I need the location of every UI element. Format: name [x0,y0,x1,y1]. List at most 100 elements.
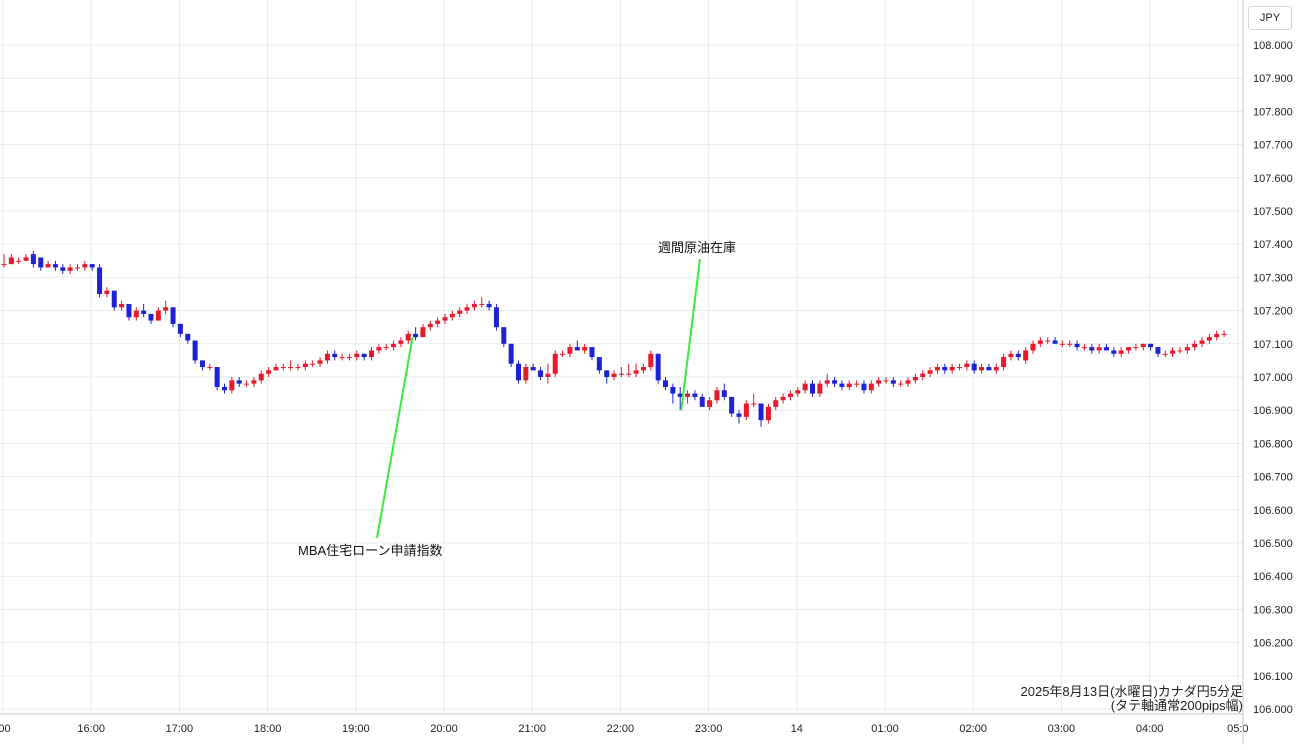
candle [148,313,154,324]
candle [479,297,485,308]
candle [567,343,573,358]
candle-body [97,267,103,294]
candle-body [516,363,521,381]
candle-body [795,390,801,394]
x-tick-label: 18:00 [254,723,282,735]
candle [971,360,977,374]
candle [839,380,845,391]
candle-body [376,347,382,351]
candle [141,303,147,318]
candle [442,313,448,324]
candle [185,333,191,344]
candles [1,250,1227,427]
candle [758,403,764,427]
candle [810,380,815,397]
candle-body [560,353,566,355]
candle [596,357,602,374]
x-tick-label: 03:00 [1048,723,1076,735]
candle-body [810,383,815,394]
candle-body [75,267,80,269]
candle-body [133,310,139,318]
candle [1081,343,1087,351]
candle [133,307,139,321]
candle [846,380,852,391]
candle [979,363,985,374]
candle-body [16,260,22,262]
candle-body [758,403,764,421]
candle [332,350,338,361]
candle-body [60,267,66,271]
candle-body [295,367,301,369]
candle [530,363,536,371]
candle-body [648,353,654,368]
candle-body [163,307,169,311]
candle-body [663,380,668,387]
candle [545,363,551,384]
currency-selector[interactable]: JPY [1248,6,1292,30]
candle [104,287,110,298]
candle [1155,347,1161,358]
candle-body [52,264,58,268]
candle [1126,347,1132,354]
candle-body [861,383,867,391]
caption-line-1: 2025年8月13日(水曜日)カナダ円5分足 [1020,684,1244,699]
candle [207,363,213,371]
candle [16,257,22,265]
candle [1067,340,1073,348]
candle [787,390,793,401]
candle-body [1118,350,1124,354]
candle-body [207,367,213,369]
candle-body [949,367,955,371]
candle-body [802,383,808,391]
candle-body [236,380,242,384]
candle-body [229,380,235,391]
candle [214,367,220,391]
candle-body [1140,343,1146,348]
candle-body [1052,340,1058,344]
candle [589,347,595,361]
y-tick-label: 107.500 [1253,206,1293,218]
candle [1192,340,1198,351]
candle-body [383,347,389,349]
candle [1199,337,1205,348]
candle-body [1023,350,1029,361]
candle [177,323,183,338]
candle [743,400,749,421]
x-tick-label: 17:00 [166,723,194,735]
candle-body [398,340,404,344]
candle [199,360,205,371]
candle [986,363,992,371]
candle [1111,347,1117,358]
candle [707,396,713,411]
candle-body [751,403,757,405]
candle-body [699,396,705,407]
y-tick-label: 108.000 [1253,40,1293,52]
candle-body [780,396,786,401]
candle-body [1015,353,1021,358]
y-tick-label: 107.900 [1253,73,1293,85]
candle [346,353,352,361]
candle-body [464,307,470,311]
candle-body [670,386,676,394]
candle [876,377,882,387]
candle [8,254,14,265]
candle-body [839,383,845,387]
candle-body [1074,343,1080,348]
candle [45,260,51,268]
candle-body [89,264,95,268]
candle-body [714,390,720,401]
candle [633,363,639,377]
y-tick-label: 107.600 [1253,173,1293,185]
candle-body [765,406,771,421]
candle [817,380,823,397]
candle-body [626,373,632,375]
candle [324,350,330,364]
candle [1206,333,1212,344]
candle [391,340,397,351]
candle [663,377,668,391]
candle-body [905,380,911,384]
candle-body [45,264,51,268]
candle [420,323,426,338]
candle [905,377,911,387]
